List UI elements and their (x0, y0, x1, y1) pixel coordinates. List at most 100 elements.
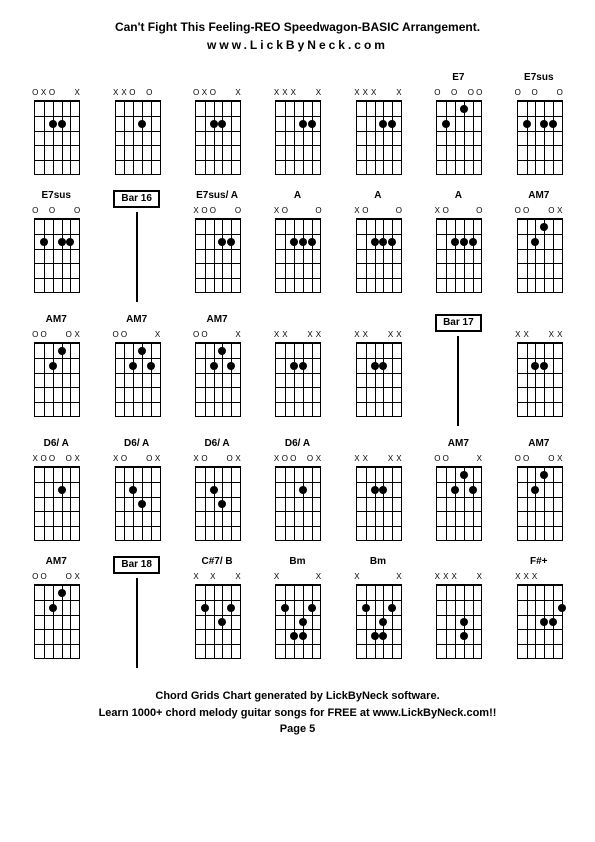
chord-cell: E7sus OOO (20, 190, 92, 302)
chord-dot (147, 362, 155, 370)
fret-markers: XXXX (433, 572, 483, 582)
page-footer: Chord Grids Chart generated by LickByNec… (20, 688, 575, 738)
chord-dot (371, 632, 379, 640)
fret-markers: OOOX (31, 330, 81, 340)
chord-cell: OXOX (20, 72, 92, 178)
chord-diagram: OOO (509, 88, 569, 178)
chord-diagram: OOX (428, 454, 488, 544)
fret-markers: XXX (192, 572, 242, 582)
chord-diagram: OOX (107, 330, 167, 420)
fret-markers: XXXX (353, 88, 403, 98)
fret-markers: XXOO (112, 88, 162, 98)
fret-markers: XOO (353, 206, 403, 216)
chord-cell: AM7OOX (422, 438, 494, 544)
chord-diagram: XXXX (348, 88, 408, 178)
chord-cell: XXXX (261, 72, 333, 178)
chord-cell: XXXX (261, 314, 333, 426)
chord-diagram: OOX (187, 330, 247, 420)
chord-label: AM7 (207, 314, 228, 328)
chord-cell: D6/ AXOOOX (261, 438, 333, 544)
footer-page: Page 5 (20, 721, 575, 738)
chord-cell: AXOO (342, 190, 414, 302)
chord-cell: AM7OOOX (503, 190, 575, 302)
fret-markers: OOO (31, 206, 81, 216)
fretboard (436, 218, 482, 293)
chord-cell: C#7/ BXXX (181, 556, 253, 668)
chord-diagram: OXOX (187, 88, 247, 178)
chord-dot (49, 120, 57, 128)
chord-dot (469, 486, 477, 494)
chord-dot (218, 500, 226, 508)
chord-dot (299, 362, 307, 370)
fret-markers: OOOX (31, 572, 81, 582)
chord-diagram: XXXX (267, 330, 327, 420)
fretboard (34, 584, 80, 659)
footer-line2: Learn 1000+ chord melody guitar songs fo… (20, 705, 575, 722)
chord-dot (129, 486, 137, 494)
chord-dot (558, 604, 566, 612)
fretboard (356, 584, 402, 659)
chord-dot (531, 486, 539, 494)
fretboard (436, 584, 482, 659)
fretboard (356, 466, 402, 541)
chord-dot (299, 486, 307, 494)
chord-diagram: XXXX (267, 88, 327, 178)
chord-dot (210, 362, 218, 370)
chord-dot (460, 632, 468, 640)
chord-dot (58, 238, 66, 246)
chord-cell: AM7OOOX (503, 438, 575, 544)
chord-dot (379, 618, 387, 626)
chord-dot (460, 105, 468, 113)
chord-label: Bm (289, 556, 305, 570)
chord-diagram: XXOO (107, 88, 167, 178)
chord-cell: Bar 16 (100, 190, 172, 302)
chord-dot (40, 238, 48, 246)
fretboard (195, 218, 241, 293)
chord-diagram: XOO (267, 206, 327, 296)
chord-cell: XXXX (342, 438, 414, 544)
chord-dot (388, 120, 396, 128)
chord-cell: AM7 OOX (181, 314, 253, 426)
chord-cell: E7sus/ AXOOO (181, 190, 253, 302)
chord-dot (210, 120, 218, 128)
chord-label: F#+ (530, 556, 548, 570)
chord-dot (299, 618, 307, 626)
chord-cell: D6/ AXOOX (181, 438, 253, 544)
bar-line (136, 212, 138, 302)
chord-diagram: XOO (348, 206, 408, 296)
chord-dot (66, 238, 74, 246)
chord-dot (362, 604, 370, 612)
chord-dot (138, 500, 146, 508)
fret-markers: OOX (112, 330, 162, 340)
chord-label: AM7 (46, 556, 67, 570)
fretboard (115, 342, 161, 417)
fret-markers: OOOO (433, 88, 483, 98)
chord-dot (299, 120, 307, 128)
chord-cell: AXOO (422, 190, 494, 302)
fret-markers: XOO (433, 206, 483, 216)
bar-line (457, 336, 459, 426)
chord-dot (58, 120, 66, 128)
chord-dot (388, 604, 396, 612)
fretboard (356, 100, 402, 175)
fret-markers: XX (272, 572, 322, 582)
chord-dot (379, 632, 387, 640)
chord-dot (138, 120, 146, 128)
chord-label: E7 (452, 72, 464, 86)
chord-dot (451, 238, 459, 246)
fretboard (436, 466, 482, 541)
chord-dot (308, 238, 316, 246)
chord-label: E7sus (41, 190, 70, 204)
chord-dot (218, 238, 226, 246)
chord-dot (460, 471, 468, 479)
bar-label: Bar 17 (435, 314, 482, 332)
chord-cell: AM7OOOX (20, 314, 92, 426)
fretboard (275, 342, 321, 417)
chord-dot (523, 120, 531, 128)
fret-markers: OOOX (514, 454, 564, 464)
fret-markers: XXXX (353, 330, 403, 340)
fret-markers: XXX (514, 572, 564, 582)
fretboard (195, 100, 241, 175)
chord-diagram: XXX (509, 572, 569, 662)
fret-markers: OOX (192, 330, 242, 340)
